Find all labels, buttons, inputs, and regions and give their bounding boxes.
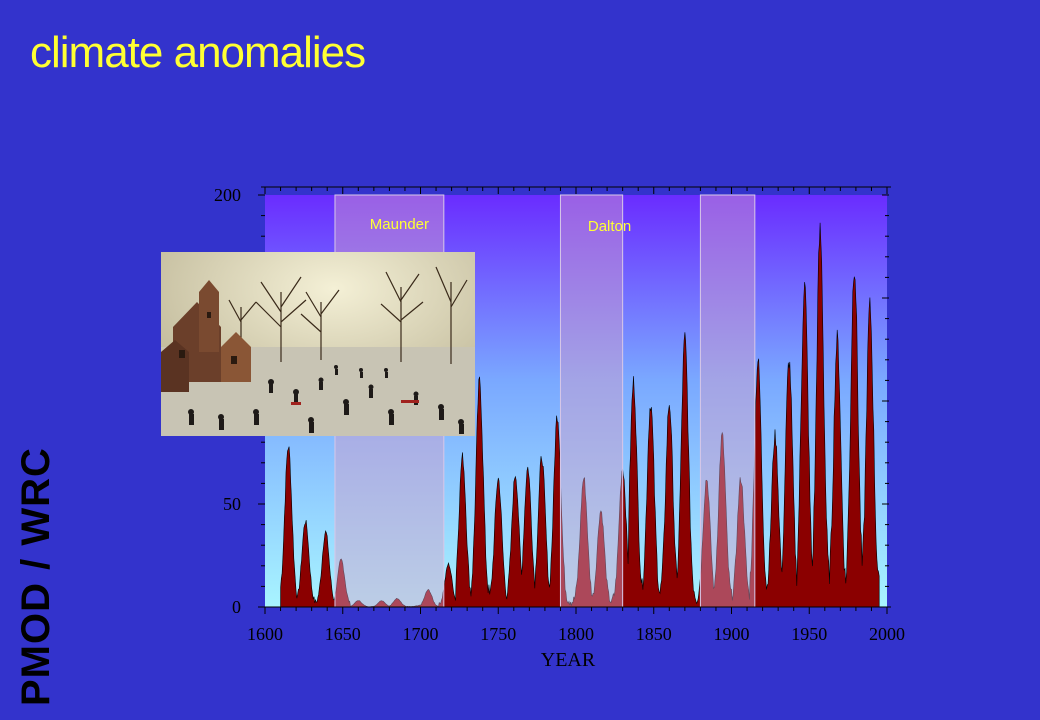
- x-axis-label: YEAR: [541, 649, 596, 671]
- y-tick-labels: 0 50 200: [214, 185, 241, 617]
- x-tick-label: 1950: [791, 624, 827, 644]
- sunspot-area-series: [280, 222, 880, 608]
- y-tick-label: 0: [232, 597, 241, 617]
- x-tick-label: 1800: [558, 624, 594, 644]
- axes: [258, 186, 891, 614]
- brand-label: PMOD / WRC: [14, 447, 58, 706]
- y-tick-label: 200: [214, 185, 241, 205]
- period-band-unnamed-2: [699, 194, 756, 608]
- x-tick-label: 1600: [247, 624, 283, 644]
- x-tick-label: 1700: [403, 624, 439, 644]
- period-band-dalton: [559, 194, 624, 608]
- x-tick-label: 1850: [636, 624, 672, 644]
- x-tick-labels: 1600 1650 1700 1750 1800 1850 1900 1950 2000: [247, 624, 905, 644]
- x-tick-label: 2000: [869, 624, 905, 644]
- period-label-maunder: Maunder: [370, 216, 429, 233]
- x-tick-label: 1650: [325, 624, 361, 644]
- slide-title: climate anomalies: [30, 28, 366, 77]
- x-tick-label: 1900: [714, 624, 750, 644]
- winter-landscape-painting: [161, 252, 475, 436]
- period-label-dalton: Dalton: [588, 218, 631, 235]
- x-tick-label: 1750: [480, 624, 516, 644]
- y-tick-label: 50: [223, 494, 241, 514]
